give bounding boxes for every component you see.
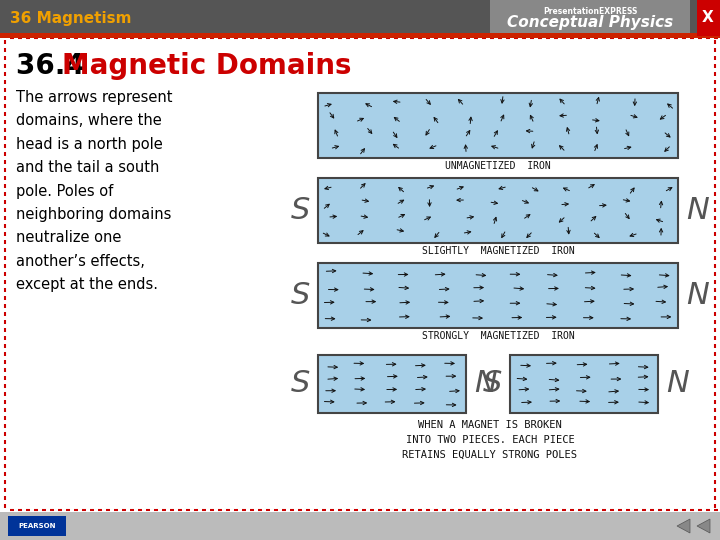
Text: The arrows represent
domains, where the
head is a north pole
and the tail a sout: The arrows represent domains, where the … [16,90,173,292]
Text: Magnetic Domains: Magnetic Domains [62,52,351,80]
Text: UNMAGNETIZED  IRON: UNMAGNETIZED IRON [445,161,551,171]
Bar [8,516,66,536]
Bar [318,355,466,413]
Text: N: N [686,196,709,225]
Bar [318,263,678,328]
Bar [0,512,720,540]
Bar [510,355,658,413]
Text: N: N [686,281,709,310]
Text: S: S [482,369,502,399]
Text: SLIGHTLY  MAGNETIZED  IRON: SLIGHTLY MAGNETIZED IRON [422,246,575,256]
Polygon shape [697,519,710,533]
Polygon shape [677,519,690,533]
Bar [697,0,720,36]
Text: Conceptual Physics: Conceptual Physics [507,15,673,30]
Text: WHEN A MAGNET IS BROKEN
INTO TWO PIECES. EACH PIECE
RETAINS EQUALLY STRONG POLES: WHEN A MAGNET IS BROKEN INTO TWO PIECES.… [402,420,577,460]
Text: X: X [702,10,714,25]
Text: 36 Magnetism: 36 Magnetism [10,10,132,25]
Text: 36.4: 36.4 [16,52,94,80]
Text: PEARSON: PEARSON [18,523,55,529]
Text: N: N [474,369,497,399]
Bar [318,178,678,243]
Text: S: S [291,281,310,310]
Bar [490,0,690,33]
Bar [0,0,720,36]
Bar [318,93,678,158]
Bar [8,38,712,510]
Text: S: S [291,196,310,225]
Bar [0,33,720,38]
Text: PresentationEXPRESS: PresentationEXPRESS [543,7,637,16]
Text: STRONGLY  MAGNETIZED  IRON: STRONGLY MAGNETIZED IRON [422,331,575,341]
Text: S: S [291,369,310,399]
Text: N: N [666,369,689,399]
